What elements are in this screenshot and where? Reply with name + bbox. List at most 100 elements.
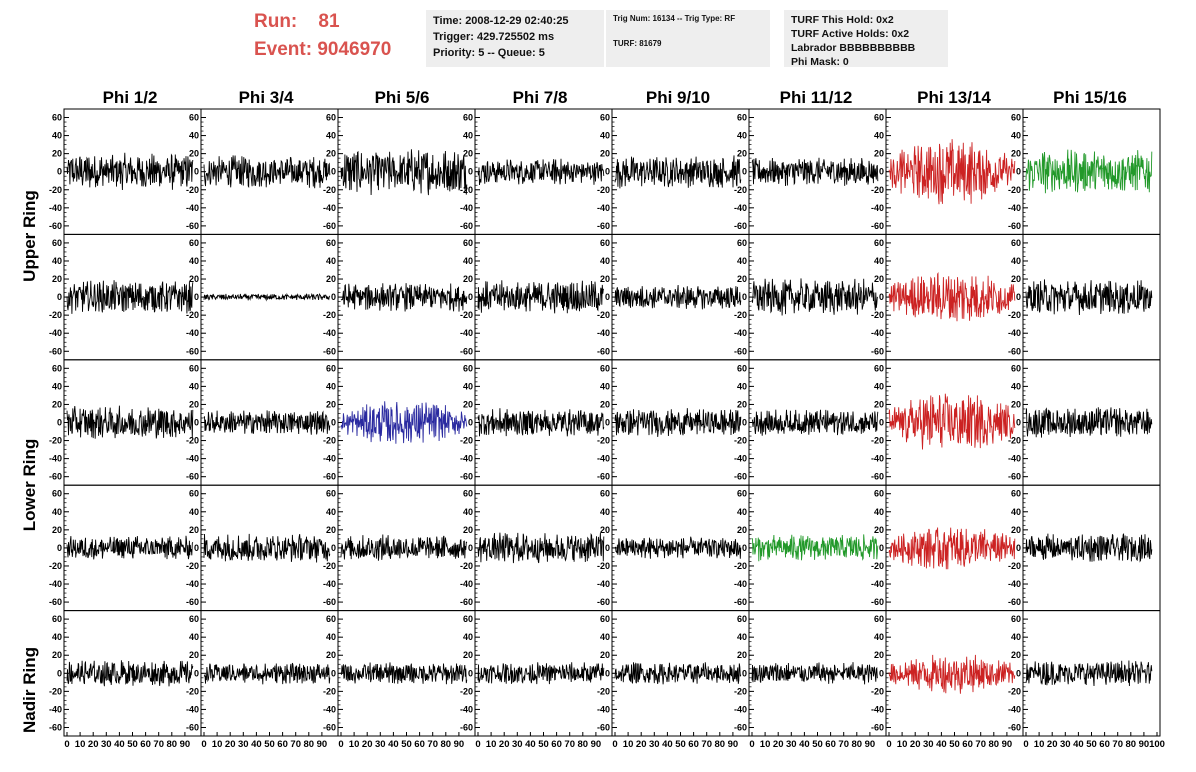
y-tick-label: 0 xyxy=(331,292,336,302)
x-tick-label: 50 xyxy=(949,739,960,750)
y-tick-label: 60 xyxy=(1011,238,1021,248)
x-tick-label: 80 xyxy=(578,739,589,750)
y-tick-label: -20 xyxy=(597,185,610,195)
x-tick-label: 10 xyxy=(760,739,771,750)
x-tick-label: 50 xyxy=(812,739,823,750)
col-head-phi-13-14: Phi 13/14 xyxy=(917,88,991,107)
x-tick-label: 20 xyxy=(910,739,921,750)
y-tick-label: -60 xyxy=(734,472,747,482)
y-tick-label: -40 xyxy=(597,454,610,464)
y-tick-label: 60 xyxy=(52,238,62,248)
y-tick-label: -20 xyxy=(49,686,62,696)
x-tick-label: 10 xyxy=(1034,739,1045,750)
y-tick-label: -60 xyxy=(323,722,336,732)
y-tick-label: -60 xyxy=(186,472,199,482)
y-tick-label: -60 xyxy=(186,722,199,732)
y-tick-label: 60 xyxy=(600,113,610,123)
y-tick-label: -20 xyxy=(1008,436,1021,446)
waveform-trace xyxy=(751,278,878,316)
y-tick-label: 60 xyxy=(1011,614,1021,624)
waveform-trace xyxy=(203,410,331,435)
y-tick-label: -20 xyxy=(871,185,884,195)
y-tick-label: -20 xyxy=(734,436,747,446)
y-tick-label: -40 xyxy=(734,203,747,213)
y-tick-label: 0 xyxy=(1016,543,1021,553)
y-tick-label: 60 xyxy=(52,489,62,499)
y-tick-label: -40 xyxy=(871,203,884,213)
y-tick-label: 20 xyxy=(52,399,62,409)
x-tick-label: 70 xyxy=(564,739,575,750)
x-tick-label: 30 xyxy=(101,739,112,750)
y-tick-label: -60 xyxy=(734,722,747,732)
y-tick-label: 60 xyxy=(600,489,610,499)
x-tick-label: 70 xyxy=(290,739,301,750)
y-tick-label: 60 xyxy=(326,489,336,499)
y-tick-label: 20 xyxy=(1011,650,1021,660)
x-tick-label: 40 xyxy=(1073,739,1084,750)
y-tick-label: -60 xyxy=(1008,597,1021,607)
x-tick-label: 0 xyxy=(749,739,754,750)
turf-active-text: TURF Active Holds: 0x2 xyxy=(791,28,910,40)
y-tick-label: -40 xyxy=(186,579,199,589)
y-tick-label: -40 xyxy=(186,328,199,338)
y-tick-label: 60 xyxy=(1011,363,1021,373)
y-tick-label: 0 xyxy=(57,167,62,177)
y-tick-label: -20 xyxy=(871,310,884,320)
waveform-trace xyxy=(203,292,331,302)
x-tick-label: 50 xyxy=(1086,739,1097,750)
x-tick-label: 20 xyxy=(636,739,647,750)
y-tick-label: 0 xyxy=(331,167,336,177)
x-tick-label: 90 xyxy=(728,739,739,750)
y-tick-label: 40 xyxy=(874,381,884,391)
waveform-trace xyxy=(751,534,879,562)
waveform-trace xyxy=(1025,279,1153,316)
y-tick-label: 20 xyxy=(189,149,199,159)
y-tick-label: 40 xyxy=(326,632,336,642)
waveform-trace xyxy=(614,408,742,437)
y-tick-label: 20 xyxy=(737,525,747,535)
x-tick-label: 80 xyxy=(989,739,1000,750)
y-tick-label: 20 xyxy=(1011,274,1021,284)
x-tick-label: 30 xyxy=(375,739,386,750)
y-tick-label: 40 xyxy=(463,381,473,391)
y-tick-label: 40 xyxy=(52,507,62,517)
y-tick-label: -40 xyxy=(1008,579,1021,589)
y-tick-label: 20 xyxy=(326,525,336,535)
y-tick-label: -20 xyxy=(597,561,610,571)
y-tick-label: 40 xyxy=(189,632,199,642)
y-tick-label: 0 xyxy=(605,543,610,553)
y-tick-label: 40 xyxy=(1011,632,1021,642)
x-tick-label: 50 xyxy=(675,739,686,750)
x-tick-label: 40 xyxy=(388,739,399,750)
x-tick-label: 0 xyxy=(338,739,343,750)
y-tick-label: -40 xyxy=(186,203,199,213)
y-tick-label: 0 xyxy=(605,668,610,678)
y-tick-label: 60 xyxy=(189,113,199,123)
y-tick-label: 20 xyxy=(463,399,473,409)
x-tick-label: 60 xyxy=(140,739,151,750)
waveform-trace xyxy=(614,284,742,310)
x-tick-label: 30 xyxy=(238,739,249,750)
x-tick-label: 70 xyxy=(838,739,849,750)
y-tick-label: -20 xyxy=(186,310,199,320)
y-tick-label: 40 xyxy=(600,632,610,642)
y-tick-label: -40 xyxy=(460,454,473,464)
y-tick-label: 60 xyxy=(737,489,747,499)
x-tick-label: 40 xyxy=(936,739,947,750)
x-tick-label: 60 xyxy=(825,739,836,750)
y-tick-label: 20 xyxy=(463,525,473,535)
x-tick-label: 20 xyxy=(225,739,236,750)
y-tick-label: 60 xyxy=(52,363,62,373)
y-tick-label: -20 xyxy=(597,686,610,696)
y-tick-label: -20 xyxy=(1008,310,1021,320)
x-tick-label: 70 xyxy=(1112,739,1123,750)
x-tick-label: 10 xyxy=(349,739,360,750)
waveform-trace xyxy=(340,283,468,312)
x-tick-label: 60 xyxy=(962,739,973,750)
y-tick-label: 60 xyxy=(326,113,336,123)
y-tick-label: 0 xyxy=(742,292,747,302)
waveform-trace xyxy=(1025,533,1153,563)
y-tick-label: 20 xyxy=(52,274,62,284)
y-tick-label: -20 xyxy=(186,436,199,446)
y-tick-label: 60 xyxy=(1011,489,1021,499)
